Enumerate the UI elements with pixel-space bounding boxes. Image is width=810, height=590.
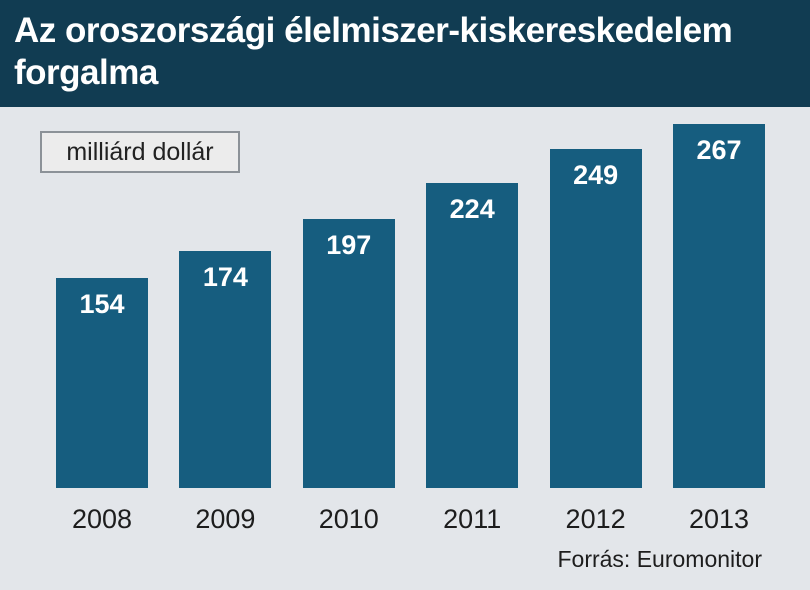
- bar-2010: [302, 219, 395, 488]
- value-label-2010: 197: [326, 230, 372, 261]
- value-label-2008: 154: [79, 289, 125, 320]
- value-label-2009: 174: [202, 261, 248, 292]
- source-note: Forrás: Euromonitor: [557, 546, 762, 572]
- value-label-2012: 249: [573, 159, 619, 190]
- category-label-2013: 2013: [688, 504, 750, 534]
- bar-2009: [179, 250, 272, 488]
- bar-2011: [426, 182, 519, 488]
- unit-label: milliárd dollár: [40, 131, 240, 173]
- chart-title: Az oroszországi élelmiszer-kiskereskedel…: [14, 11, 733, 92]
- bar-2012: [549, 148, 642, 488]
- bar-2013: [673, 124, 765, 488]
- category-label-2008: 2008: [71, 504, 133, 534]
- category-label-2012: 2012: [565, 504, 626, 534]
- bar-2008: [56, 278, 148, 488]
- value-label-2011: 224: [449, 193, 495, 224]
- value-label-2013: 267: [696, 135, 742, 165]
- category-label-2010: 2010: [318, 504, 379, 534]
- category-label-2009: 2009: [195, 504, 256, 534]
- category-label-2011: 2011: [443, 504, 502, 534]
- title-banner: Az oroszországi élelmiszer-kiskereskedel…: [0, 0, 810, 107]
